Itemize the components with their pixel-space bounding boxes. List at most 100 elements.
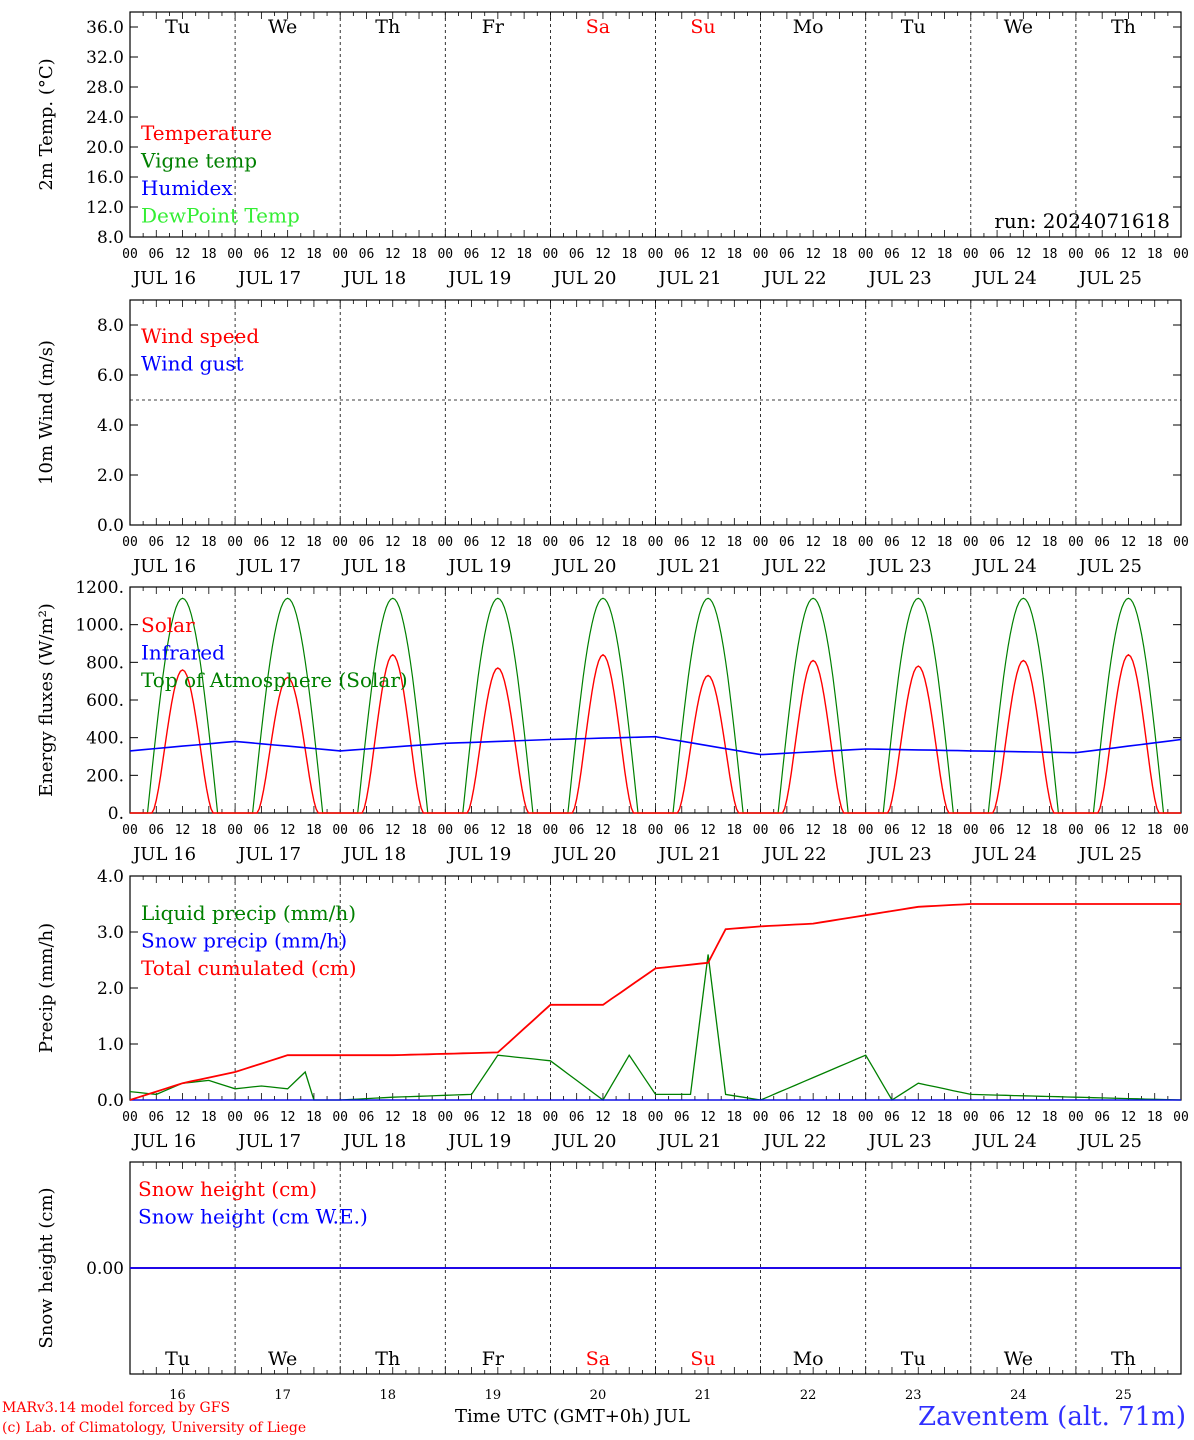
day-number: 20	[590, 1388, 607, 1403]
y-axis-label: Snow height (cm)	[36, 1187, 57, 1348]
legend-entry: Wind gust	[141, 352, 244, 376]
date-label: JUL 23	[867, 1131, 932, 1152]
y-axis-label: 2m Temp. (°C)	[36, 58, 57, 190]
y-tick-label: 1000.	[75, 616, 124, 636]
hour-tick-label: 12	[1121, 823, 1137, 838]
day-name: Th	[1111, 16, 1136, 38]
hour-tick-label: 00	[1068, 1110, 1084, 1125]
y-tick-label: 1200.	[75, 578, 124, 598]
hour-tick-label: 06	[674, 247, 690, 262]
hour-tick-label: 12	[175, 535, 191, 550]
day-name: Tu	[165, 16, 190, 38]
date-label: JUL 17	[236, 1131, 301, 1152]
hour-tick-label: 00	[332, 535, 348, 550]
y-axis-label: 10m Wind (m/s)	[36, 340, 57, 485]
y-tick-label: 3.0	[97, 923, 124, 943]
hour-tick-label: 18	[832, 535, 848, 550]
hour-tick-label: 06	[569, 823, 585, 838]
hour-tick-label: 12	[385, 823, 401, 838]
y-tick-label: 0.	[108, 804, 124, 824]
day-name: Fr	[482, 1348, 505, 1370]
hour-tick-label: 18	[306, 247, 322, 262]
hour-tick-label: 06	[989, 823, 1005, 838]
y-tick-label: 36.0	[86, 18, 124, 38]
y-tick-label: 6.0	[97, 366, 124, 386]
day-number: 23	[905, 1388, 922, 1403]
hour-tick-label: 18	[621, 823, 637, 838]
date-label: JUL 21	[657, 1131, 722, 1152]
hour-tick-label: 18	[937, 823, 953, 838]
hour-tick-label: 06	[674, 1110, 690, 1125]
hour-tick-label: 00	[227, 535, 243, 550]
hour-tick-label: 12	[280, 1110, 296, 1125]
hour-tick-label: 06	[884, 1110, 900, 1125]
hour-tick-label: 12	[490, 1110, 506, 1125]
hour-tick-label: 12	[1121, 1110, 1137, 1125]
hour-tick-label: 00	[1173, 823, 1189, 838]
hour-tick-label: 12	[1016, 535, 1032, 550]
hour-tick-label: 06	[254, 1110, 270, 1125]
day-name: Mo	[793, 16, 824, 38]
date-label: JUL 25	[1077, 268, 1142, 289]
date-label: JUL 22	[762, 1131, 827, 1152]
day-name: Su	[690, 1348, 715, 1370]
date-label: JUL 23	[867, 556, 932, 577]
hour-tick-label: 18	[201, 823, 217, 838]
hour-tick-label: 00	[332, 247, 348, 262]
hour-tick-label: 06	[359, 247, 375, 262]
date-label: JUL 23	[867, 268, 932, 289]
series-line-infrared	[129, 735, 1182, 756]
hour-tick-label: 18	[726, 247, 742, 262]
hour-tick-label: 06	[674, 823, 690, 838]
hour-tick-label: 18	[621, 1110, 637, 1125]
legend-entry: Top of Atmosphere (Solar)	[141, 668, 408, 692]
legend-entry: Vigne temp	[140, 149, 257, 173]
hour-tick-label: 12	[385, 1110, 401, 1125]
hour-tick-label: 00	[543, 823, 559, 838]
hour-tick-label: 18	[411, 823, 427, 838]
hour-tick-label: 00	[437, 1110, 453, 1125]
hour-tick-label: 06	[148, 535, 164, 550]
hour-tick-label: 12	[700, 535, 716, 550]
day-number: 25	[1115, 1388, 1132, 1403]
date-label: JUL 17	[236, 556, 301, 577]
hour-tick-label: 18	[621, 535, 637, 550]
hour-tick-label: 12	[910, 1110, 926, 1125]
hour-tick-label: 12	[490, 823, 506, 838]
legend-entry: Snow height (cm W.E.)	[138, 1205, 368, 1229]
hour-tick-label: 18	[411, 1110, 427, 1125]
hour-tick-label: 06	[1094, 1110, 1110, 1125]
hour-tick-label: 12	[280, 535, 296, 550]
date-label: JUL 20	[551, 1131, 616, 1152]
hour-tick-label: 00	[122, 1110, 138, 1125]
plot-frame	[129, 299, 1182, 526]
day-name: Th	[1111, 1348, 1136, 1370]
date-label: JUL 16	[131, 844, 196, 865]
y-tick-label: 16.0	[86, 168, 124, 188]
y-tick-label: 2.0	[97, 979, 124, 999]
hour-tick-label: 18	[1042, 1110, 1058, 1125]
hour-tick-label: 06	[779, 535, 795, 550]
hour-tick-label: 06	[254, 535, 270, 550]
legend-entry: Wind speed	[141, 324, 259, 348]
hour-tick-label: 18	[832, 247, 848, 262]
hour-tick-label: 18	[832, 823, 848, 838]
hour-tick-label: 12	[490, 535, 506, 550]
hour-tick-label: 18	[516, 1110, 532, 1125]
day-name: Sa	[586, 1348, 610, 1370]
hour-tick-label: 00	[753, 1110, 769, 1125]
hour-tick-label: 00	[1173, 247, 1189, 262]
hour-tick-label: 00	[963, 535, 979, 550]
hour-tick-label: 18	[201, 1110, 217, 1125]
hour-tick-label: 00	[437, 535, 453, 550]
y-tick-label: 12.0	[86, 198, 124, 218]
hour-tick-label: 12	[1121, 535, 1137, 550]
hour-tick-label: 18	[726, 1110, 742, 1125]
date-label: JUL 21	[657, 268, 722, 289]
legend-entry: Solar	[141, 613, 195, 637]
date-label: JUL 19	[446, 556, 511, 577]
date-label: JUL 16	[131, 556, 196, 577]
y-tick-label: 4.0	[97, 867, 124, 887]
hour-tick-label: 00	[543, 1110, 559, 1125]
